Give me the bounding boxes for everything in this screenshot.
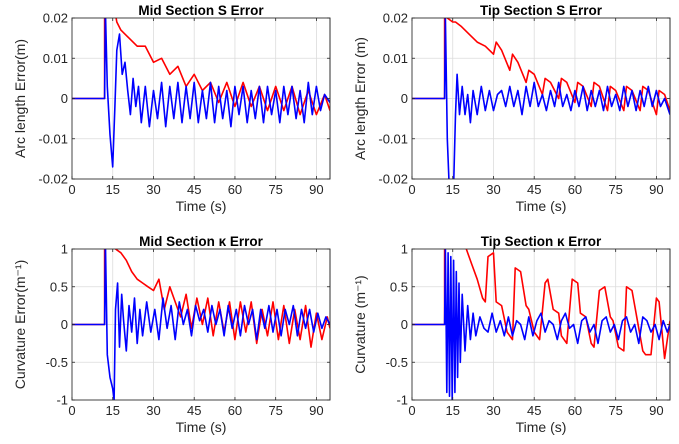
series-group (72, 249, 330, 400)
x-tick-label: 15 (446, 403, 460, 418)
series-group (412, 249, 670, 400)
y-tick-label: 0 (401, 317, 408, 332)
x-tick-label: 30 (486, 182, 500, 197)
blue-series-line (72, 249, 330, 400)
blue-series-line (412, 249, 670, 400)
x-tick-label: 30 (486, 403, 500, 418)
y-tick-label: -1 (56, 393, 68, 408)
x-tick-label: 15 (446, 182, 460, 197)
x-tick-label: 75 (268, 182, 282, 197)
y-tick-label: -0.02 (378, 172, 408, 187)
chart-mid-section-kappa-error: 0 15 30 45 60 75 90 -1 -0.5 0 0.5 1 Mid Section κ Er… (12, 234, 331, 435)
y-tick-label: -0.01 (38, 131, 68, 146)
series-group (72, 18, 330, 168)
red-series-line (72, 249, 330, 348)
x-tick-label: 0 (408, 182, 415, 197)
x-tick-label: 90 (309, 403, 323, 418)
y-tick-label: -1 (396, 393, 408, 408)
x-tick-label: 60 (568, 182, 582, 197)
y-tick-label: 0.5 (50, 279, 68, 294)
y-axis-label: Curvature Error(m⁻¹) (12, 260, 28, 390)
y-axis-label: Arc length Error(m) (12, 39, 28, 158)
y-tick-label: -0.5 (46, 355, 68, 370)
y-tick-label: 1 (61, 242, 68, 257)
chart-title: Tip Section κ Error (481, 234, 602, 249)
y-tick-label: 0 (61, 317, 68, 332)
chart-tip-section-s-error: 0 15 30 45 60 75 90 -0.02 -0.01 0 0.01 0.02 Tip Sect… (352, 3, 671, 214)
x-axis-label: Time (s) (516, 198, 567, 214)
x-tick-label: 0 (68, 403, 75, 418)
x-tick-label: 90 (309, 182, 323, 197)
y-tick-label: 1 (401, 242, 408, 257)
x-tick-label: 45 (527, 403, 541, 418)
y-axis-label: Curvature (m⁻¹) (352, 275, 368, 373)
x-tick-label: 45 (527, 182, 541, 197)
y-tick-label: -0.5 (386, 355, 408, 370)
y-tick-label: -0.02 (38, 172, 68, 187)
x-tick-label: 45 (187, 182, 201, 197)
red-series-line (412, 18, 670, 116)
y-tick-label: 0.01 (383, 51, 408, 66)
x-tick-label: 60 (228, 403, 242, 418)
x-tick-label: 75 (608, 182, 622, 197)
chart-tip-section-kappa-error: 0 15 30 45 60 75 90 -1 -0.5 0 0.5 1 Tip Section κ Er… (352, 234, 671, 435)
x-tick-label: 75 (608, 403, 622, 418)
chart-title: Mid Section κ Error (139, 234, 264, 249)
x-axis-label: Time (s) (516, 419, 567, 435)
chart-title: Tip Section S Error (480, 3, 603, 18)
x-tick-label: 30 (146, 182, 160, 197)
chart-mid-section-s-error: 0 15 30 45 60 75 90 -0.02 -0.01 0 0.01 0.02 Mid Sect… (12, 3, 331, 214)
x-tick-label: 15 (106, 403, 120, 418)
x-tick-label: 45 (187, 403, 201, 418)
x-tick-label: 30 (146, 403, 160, 418)
x-tick-label: 60 (228, 182, 242, 197)
x-axis-label: Time (s) (176, 419, 227, 435)
x-tick-label: 60 (568, 403, 582, 418)
y-axis-label: Arc length Error (m) (352, 37, 368, 160)
chart-title: Mid Section S Error (138, 3, 264, 18)
y-tick-label: 0.01 (43, 51, 68, 66)
x-tick-label: 15 (106, 182, 120, 197)
y-tick-label: -0.01 (378, 131, 408, 146)
x-tick-label: 0 (408, 403, 415, 418)
y-tick-label: 0.5 (390, 279, 408, 294)
y-tick-label: 0 (61, 91, 68, 106)
x-tick-label: 90 (649, 403, 663, 418)
y-tick-label: 0.02 (383, 11, 408, 26)
blue-series-line (412, 18, 670, 179)
x-tick-label: 75 (268, 403, 282, 418)
x-axis-label: Time (s) (176, 198, 227, 214)
series-group (412, 18, 670, 179)
x-tick-label: 0 (68, 182, 75, 197)
x-tick-label: 90 (649, 182, 663, 197)
blue-series-line (72, 18, 330, 168)
y-tick-label: 0 (401, 91, 408, 106)
y-tick-label: 0.02 (43, 11, 68, 26)
red-series-line (412, 249, 670, 360)
